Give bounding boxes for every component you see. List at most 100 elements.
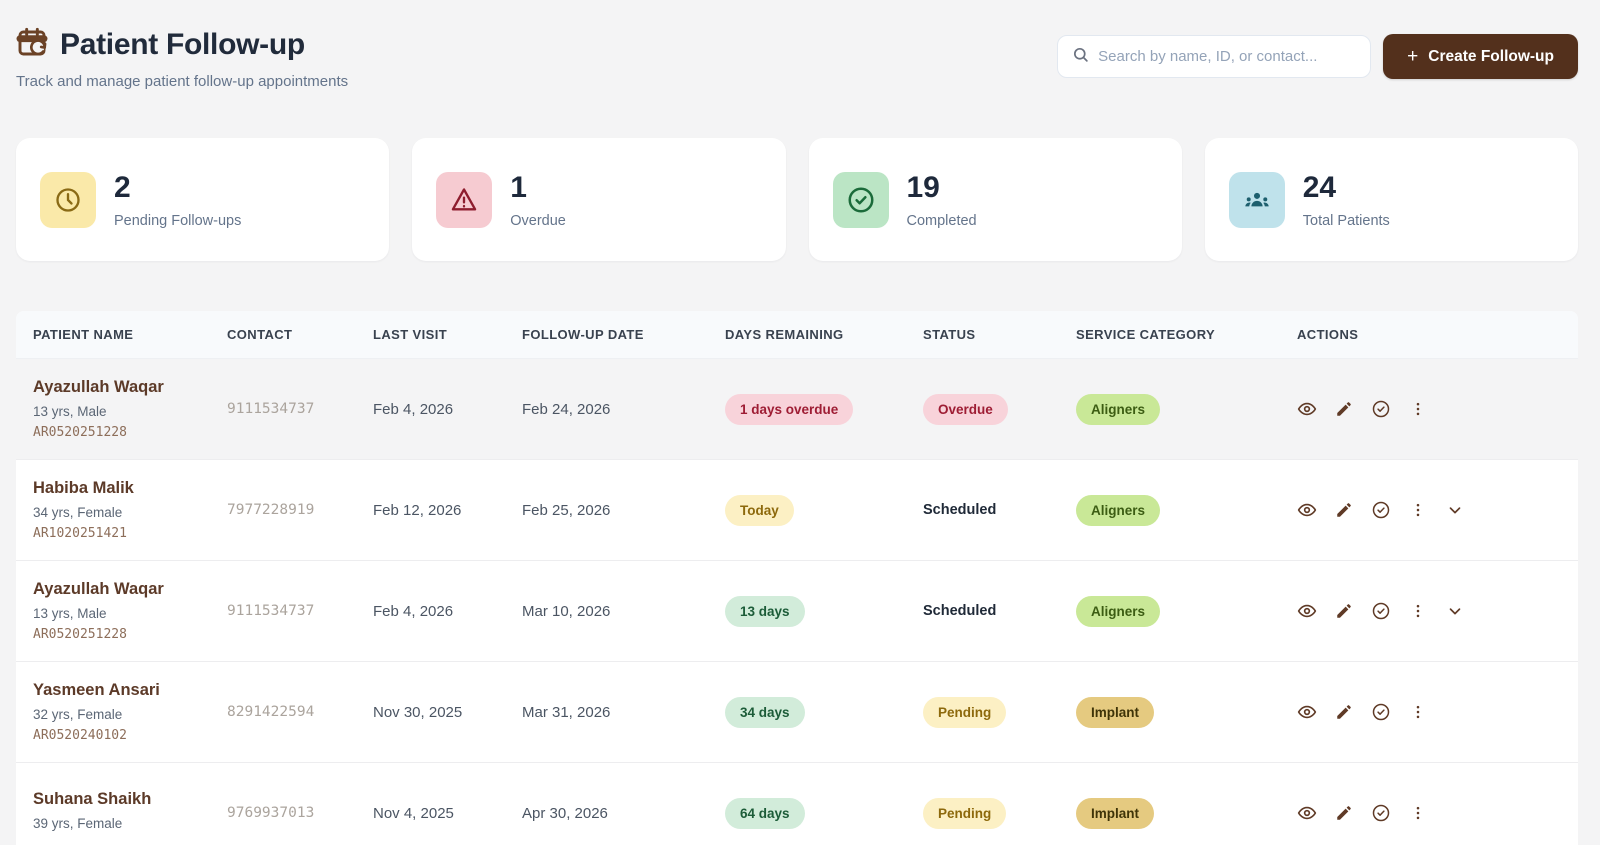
complete-button[interactable] (1371, 601, 1391, 621)
table-row: Suhana Shaikh 39 yrs, Female 9769937013 … (16, 763, 1578, 845)
stat-value: 2 (114, 170, 131, 204)
patient-cell: Yasmeen Ansari 32 yrs, Female AR05202401… (16, 681, 210, 743)
column-header: Follow-up Date (522, 327, 644, 342)
patient-name[interactable]: Yasmeen Ansari (33, 681, 160, 699)
calendar-refresh-icon (16, 26, 48, 63)
status-badge: Pending (923, 797, 1007, 829)
follow-up-date-cell: Apr 30, 2026 (522, 804, 608, 822)
days-remaining-cell: 13 days (708, 595, 906, 627)
category-cell: Aligners (1059, 393, 1280, 425)
patient-id: AR1020251421 (33, 526, 127, 541)
stat-card-pending: 2 Pending Follow-ups (16, 138, 390, 261)
edit-button[interactable] (1334, 803, 1354, 823)
column-header: Status (923, 327, 976, 342)
last-visit-cell: Nov 30, 2025 (373, 703, 463, 721)
column-header: Days Remaining (725, 327, 844, 342)
patient-name[interactable]: Suhana Shaikh (33, 789, 152, 808)
contact-cell: 9111534737 (227, 401, 315, 417)
patient-name[interactable]: Habiba Malik (33, 479, 134, 497)
patient-meta: 13 yrs, Male (33, 404, 107, 419)
patient-id: AR0520251228 (33, 627, 127, 642)
follow-up-date-cell: Mar 31, 2026 (522, 703, 611, 721)
patient-cell: Suhana Shaikh 39 yrs, Female (16, 790, 210, 837)
header-left: Patient Follow-up Track and manage patie… (16, 26, 348, 91)
view-button[interactable] (1297, 399, 1317, 419)
search-icon (1072, 46, 1089, 68)
category-badge: Implant (1076, 797, 1155, 829)
more-options-button[interactable] (1408, 803, 1428, 823)
table-body: Ayazullah Waqar 13 yrs, Male AR052025122… (16, 359, 1578, 845)
days-remaining-badge: Today (725, 494, 794, 526)
status-cell: Scheduled (906, 501, 1059, 519)
patient-meta: 13 yrs, Male (33, 606, 107, 621)
complete-button[interactable] (1371, 500, 1391, 520)
category-badge: Implant (1076, 696, 1155, 728)
patient-cell: Ayazullah Waqar 13 yrs, Male AR052025122… (16, 378, 210, 440)
complete-button[interactable] (1371, 399, 1391, 419)
alert-triangle-icon (436, 171, 493, 228)
column-header: Actions (1297, 327, 1359, 342)
edit-button[interactable] (1334, 500, 1354, 520)
column-header: Service Category (1076, 327, 1216, 342)
category-cell: Implant (1059, 797, 1280, 829)
clock-icon (40, 171, 96, 228)
patient-meta: 32 yrs, Female (33, 707, 123, 722)
edit-button[interactable] (1334, 601, 1354, 621)
stat-value: 1 (510, 170, 527, 204)
patient-cell: Ayazullah Waqar 13 yrs, Male AR052025122… (16, 580, 210, 642)
status-badge: Pending (923, 696, 1007, 728)
complete-button[interactable] (1371, 803, 1391, 823)
table-row: Ayazullah Waqar 13 yrs, Male AR052025122… (16, 561, 1578, 662)
view-button[interactable] (1297, 702, 1317, 722)
follow-up-date-cell: Mar 10, 2026 (522, 602, 611, 620)
stat-value: 24 (1302, 170, 1337, 204)
users-icon (1228, 171, 1285, 228)
actions-cell (1280, 601, 1578, 621)
view-button[interactable] (1297, 803, 1317, 823)
plus-icon: + (1407, 46, 1419, 67)
stat-value: 19 (906, 170, 940, 204)
category-badge: Aligners (1076, 393, 1161, 425)
patient-name[interactable]: Ayazullah Waqar (33, 580, 164, 598)
days-remaining-cell: 34 days (708, 696, 906, 728)
patient-name[interactable]: Ayazullah Waqar (33, 378, 164, 396)
chevron-down-icon[interactable] (1445, 500, 1465, 520)
search-input[interactable] (1098, 48, 1357, 65)
follow-up-date-cell: Feb 24, 2026 (522, 400, 611, 418)
chevron-down-icon[interactable] (1445, 601, 1465, 621)
stats-row: 2 Pending Follow-ups 1 Overdue 19 (16, 138, 1578, 261)
days-remaining-cell: 1 days overdue (708, 393, 906, 425)
search-box[interactable] (1057, 35, 1372, 78)
column-header: Patient Name (33, 327, 134, 342)
more-options-button[interactable] (1408, 500, 1428, 520)
edit-button[interactable] (1334, 702, 1354, 722)
stat-label: Total Patients (1302, 212, 1390, 229)
table-header-row: Patient Name Contact Last Visit Follow-up D… (16, 311, 1578, 359)
column-header: Contact (227, 327, 293, 342)
days-remaining-badge: 64 days (725, 797, 805, 829)
view-button[interactable] (1297, 500, 1317, 520)
stat-label: Pending Follow-ups (114, 212, 242, 229)
header-actions: + Create Follow-up (1057, 34, 1578, 79)
category-badge: Aligners (1076, 494, 1161, 526)
status-badge: Scheduled (923, 603, 997, 619)
view-button[interactable] (1297, 601, 1317, 621)
actions-cell (1280, 399, 1578, 419)
column-header: Last Visit (373, 327, 448, 342)
more-options-button[interactable] (1408, 702, 1428, 722)
stat-label: Completed (906, 212, 977, 229)
check-circle-icon (832, 171, 889, 228)
page-header: Patient Follow-up Track and manage patie… (16, 26, 1578, 90)
days-remaining-badge: 13 days (725, 595, 805, 627)
create-follow-up-button[interactable]: + Create Follow-up (1383, 34, 1578, 79)
complete-button[interactable] (1371, 702, 1391, 722)
more-options-button[interactable] (1408, 399, 1428, 419)
status-cell: Scheduled (906, 602, 1059, 620)
more-options-button[interactable] (1408, 601, 1428, 621)
edit-button[interactable] (1334, 399, 1354, 419)
actions-cell (1280, 500, 1578, 520)
page-title: Patient Follow-up (60, 27, 305, 61)
status-badge: Scheduled (923, 502, 997, 518)
stat-card-overdue: 1 Overdue (412, 138, 786, 261)
stat-label: Overdue (510, 212, 566, 229)
